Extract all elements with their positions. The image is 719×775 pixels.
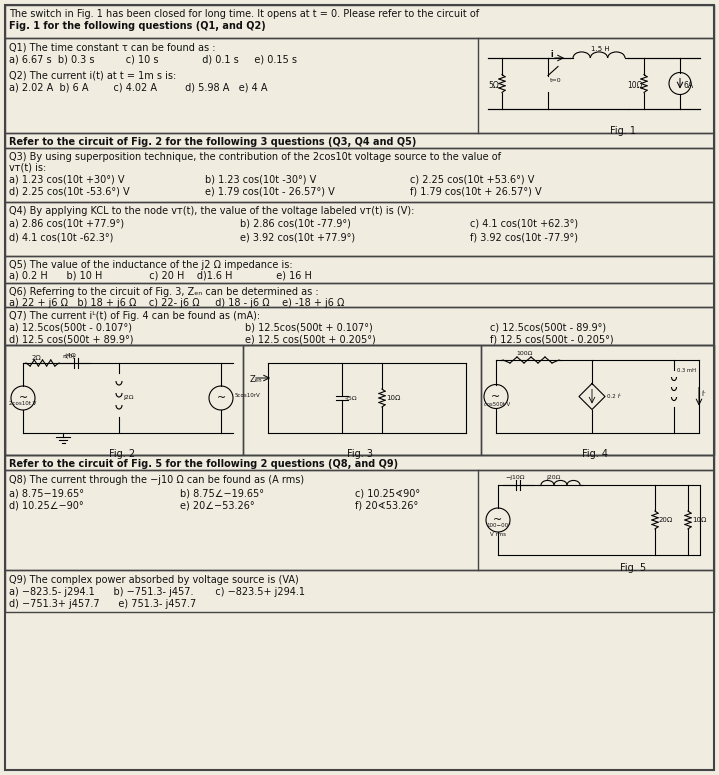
Text: f) 1.79 cos(10t + 26.57°) V: f) 1.79 cos(10t + 26.57°) V	[410, 187, 541, 197]
Text: b) 8.75∠−19.65°: b) 8.75∠−19.65°	[180, 489, 264, 499]
Text: -j4Ω: -j4Ω	[64, 353, 77, 358]
Text: 0.2 iᴸ: 0.2 iᴸ	[607, 394, 621, 398]
Text: Fig. 2: Fig. 2	[109, 449, 135, 459]
Text: e) 12.5 cos(500t + 0.205°): e) 12.5 cos(500t + 0.205°)	[245, 334, 376, 344]
Text: 10Ω: 10Ω	[692, 517, 706, 523]
Text: 2Ω: 2Ω	[32, 355, 42, 361]
Text: a) 2.02 A  b) 6 A        c) 4.02 A         d) 5.98 A   e) 4 A: a) 2.02 A b) 6 A c) 4.02 A d) 5.98 A e) …	[9, 82, 267, 92]
Bar	[5, 345, 714, 455]
Text: Zₑₙ: Zₑₙ	[250, 375, 262, 384]
Text: Q8) The current through the −j10 Ω can be found as (A rms): Q8) The current through the −j10 Ω can b…	[9, 475, 304, 485]
Text: f) 20∢53.26°: f) 20∢53.26°	[355, 501, 418, 511]
Bar	[5, 570, 714, 612]
Text: f) 12.5 cos(500t - 0.205°): f) 12.5 cos(500t - 0.205°)	[490, 334, 613, 344]
Text: Q1) The time constant τ can be found as :: Q1) The time constant τ can be found as …	[9, 43, 216, 53]
Text: a) 22 + j6 Ω   b) 18 + j6 Ω    c) 22- j6 Ω     d) 18 - j6 Ω    e) -18 + j6 Ω: a) 22 + j6 Ω b) 18 + j6 Ω c) 22- j6 Ω d)…	[9, 298, 344, 308]
Text: Fig. 3: Fig. 3	[347, 449, 373, 459]
Text: 100−00°: 100−00°	[486, 523, 511, 528]
Text: n(0): n(0)	[62, 354, 75, 359]
Text: Refer to the circuit of Fig. 2 for the following 3 questions (Q3, Q4 and Q5): Refer to the circuit of Fig. 2 for the f…	[9, 137, 416, 147]
Text: d) 2.25 cos(10t -53.6°) V: d) 2.25 cos(10t -53.6°) V	[9, 187, 129, 197]
Text: c) 10.25∢90°: c) 10.25∢90°	[355, 489, 420, 499]
Text: -j5Ω: -j5Ω	[345, 396, 357, 401]
Text: b) 1.23 cos(10t -30°) V: b) 1.23 cos(10t -30°) V	[205, 175, 316, 185]
Text: Q4) By applying KCL to the node vᴛ(t), the value of the voltage labeled vᴛ(t) is: Q4) By applying KCL to the node vᴛ(t), t…	[9, 206, 414, 216]
Bar	[5, 283, 714, 307]
Text: 20Ω: 20Ω	[659, 517, 673, 523]
Text: c) 2.25 cos(10t +53.6°) V: c) 2.25 cos(10t +53.6°) V	[410, 175, 534, 185]
Text: vᴛ(t) is:: vᴛ(t) is:	[9, 163, 46, 173]
Text: 1.5 H: 1.5 H	[591, 46, 610, 52]
Text: 10Ω: 10Ω	[386, 395, 400, 401]
Text: a) 0.2 H      b) 10 H               c) 20 H    d)1.6 H              e) 16 H: a) 0.2 H b) 10 H c) 20 H d)1.6 H e) 16 H	[9, 271, 312, 281]
Text: 10Ω: 10Ω	[627, 81, 643, 89]
Text: Q9) The complex power absorbed by voltage source is (VA): Q9) The complex power absorbed by voltag…	[9, 575, 299, 585]
Text: ~: ~	[216, 393, 226, 403]
Text: d) 12.5 cos(500t + 89.9°): d) 12.5 cos(500t + 89.9°)	[9, 334, 134, 344]
Bar	[5, 5, 714, 38]
Text: f) 3.92 cos(10t -77.9°): f) 3.92 cos(10t -77.9°)	[470, 232, 578, 242]
Text: c) 4.1 cos(10t +62.3°): c) 4.1 cos(10t +62.3°)	[470, 219, 578, 229]
Text: i: i	[550, 50, 553, 59]
Text: Refer to the circuit of Fig. 5 for the following 2 questions (Q8, and Q9): Refer to the circuit of Fig. 5 for the f…	[9, 459, 398, 469]
Bar	[5, 38, 714, 133]
Text: 2cos10t V: 2cos10t V	[9, 401, 37, 406]
Text: e) 3.92 cos(10t +77.9°): e) 3.92 cos(10t +77.9°)	[240, 232, 355, 242]
Text: d) 10.25∠−90°: d) 10.25∠−90°	[9, 501, 83, 511]
Bar	[5, 133, 714, 148]
Text: Fig. 5: Fig. 5	[620, 563, 646, 573]
Text: Fig. 4: Fig. 4	[582, 449, 608, 459]
Text: t=0: t=0	[550, 78, 562, 82]
Bar	[5, 256, 714, 283]
Text: a) 8.75−19.65°: a) 8.75−19.65°	[9, 489, 84, 499]
Bar	[5, 202, 714, 256]
Text: a) 2.86 cos(10t +77.9°): a) 2.86 cos(10t +77.9°)	[9, 219, 124, 229]
Text: 5Ω: 5Ω	[488, 81, 499, 89]
Text: −j10Ω: −j10Ω	[505, 475, 524, 480]
Text: c) 12.5cos(500t - 89.9°): c) 12.5cos(500t - 89.9°)	[490, 323, 606, 333]
Bar	[481, 345, 714, 455]
Text: 5cos10rV: 5cos10rV	[235, 393, 261, 398]
Text: cos500t V: cos500t V	[484, 401, 510, 407]
Text: Q6) Referring to the circuit of Fig. 3, Zₑₙ can be determined as :: Q6) Referring to the circuit of Fig. 3, …	[9, 287, 319, 297]
Text: Q3) By using superposition technique, the contribution of the 2cos10t voltage so: Q3) By using superposition technique, th…	[9, 152, 501, 162]
Text: V rms: V rms	[490, 532, 506, 537]
Text: a) 6.67 s  b) 0.3 s          c) 10 s              d) 0.1 s     e) 0.15 s: a) 6.67 s b) 0.3 s c) 10 s d) 0.1 s e) 0…	[9, 55, 297, 65]
Text: Fig. 1: Fig. 1	[610, 126, 636, 136]
Text: Fig. 1 for the following questions (Q1, and Q2): Fig. 1 for the following questions (Q1, …	[9, 21, 266, 31]
Text: Q2) The current i(t) at t = 1m s is:: Q2) The current i(t) at t = 1m s is:	[9, 70, 176, 80]
Bar	[5, 345, 243, 455]
Bar	[5, 148, 714, 202]
Text: a) 1.23 cos(10t +30°) V: a) 1.23 cos(10t +30°) V	[9, 175, 124, 185]
Text: ~: ~	[491, 391, 500, 401]
Text: e) 1.79 cos(10t - 26.57°) V: e) 1.79 cos(10t - 26.57°) V	[205, 187, 335, 197]
Text: 6A: 6A	[683, 81, 693, 89]
Bar	[243, 345, 481, 455]
Text: iᴸ: iᴸ	[701, 391, 705, 398]
Text: b) 12.5cos(500t + 0.107°): b) 12.5cos(500t + 0.107°)	[245, 323, 372, 333]
Text: j20Ω: j20Ω	[546, 475, 560, 480]
Text: 100Ω: 100Ω	[516, 351, 532, 356]
Text: Q5) The value of the inductance of the j2 Ω impedance is:: Q5) The value of the inductance of the j…	[9, 260, 293, 270]
Text: e) 20∠−53.26°: e) 20∠−53.26°	[180, 501, 255, 511]
Bar	[5, 455, 714, 470]
Text: j2Ω: j2Ω	[123, 395, 134, 400]
Text: a) 12.5cos(500t - 0.107°): a) 12.5cos(500t - 0.107°)	[9, 323, 132, 333]
Text: b) 2.86 cos(10t -77.9°): b) 2.86 cos(10t -77.9°)	[240, 219, 351, 229]
Bar	[5, 307, 714, 345]
Text: The switch in Fig. 1 has been closed for long time. It opens at t = 0. Please re: The switch in Fig. 1 has been closed for…	[9, 9, 479, 19]
Text: d) 4.1 cos(10t -62.3°): d) 4.1 cos(10t -62.3°)	[9, 232, 114, 242]
Bar	[5, 470, 714, 570]
Text: 0.3 mH: 0.3 mH	[677, 368, 696, 373]
Text: a) −823.5- j294.1      b) −751.3- j457.       c) −823.5+ j294.1: a) −823.5- j294.1 b) −751.3- j457. c) −8…	[9, 587, 305, 597]
Text: d) −751.3+ j457.7      e) 751.3- j457.7: d) −751.3+ j457.7 e) 751.3- j457.7	[9, 599, 196, 609]
Text: ~: ~	[19, 393, 27, 403]
Text: Q7) The current iᴸ(t) of Fig. 4 can be found as (mA):: Q7) The current iᴸ(t) of Fig. 4 can be f…	[9, 311, 260, 321]
Text: ~: ~	[493, 515, 503, 525]
